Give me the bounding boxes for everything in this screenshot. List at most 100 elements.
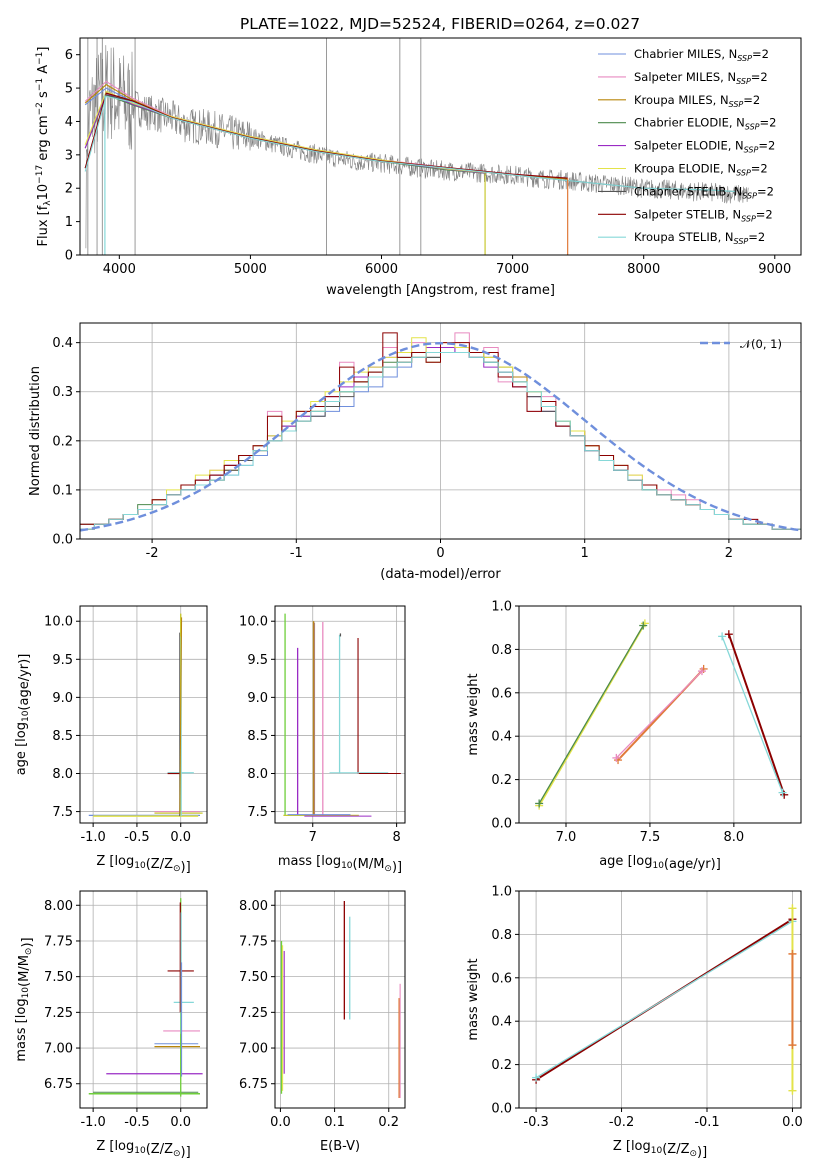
y-tick-label: 6 bbox=[65, 48, 73, 63]
mass_vs_Z-panel: -1.0 -0.5 0.0 6.75 7.00 7.25 7.50 7.75 8.00 Z [lo… bbox=[14, 890, 208, 1160]
x-tick-label: 0.0 bbox=[170, 830, 191, 845]
legend-entry: Kroupa MILES, NSSP=2 bbox=[634, 93, 760, 109]
x-tick-label: 8 bbox=[392, 830, 400, 845]
x-tick-label: 0.2 bbox=[378, 1115, 399, 1130]
x-axis-label: Z [log10(Z/Z⊙)] bbox=[613, 1139, 707, 1160]
x-tick-label: -0.1 bbox=[694, 1115, 719, 1130]
model-line-salpeter-stelib bbox=[84, 92, 568, 179]
x-axis-label: E(B-V) bbox=[320, 1139, 360, 1154]
y-tick-label: 7.5 bbox=[52, 805, 73, 820]
axes-frame bbox=[79, 37, 802, 256]
axes-frame bbox=[518, 605, 802, 824]
y-tick-label: 7.5 bbox=[247, 805, 268, 820]
legend-entry: Salpeter MILES, NSSP=2 bbox=[634, 70, 768, 86]
x-tick-label: 0.1 bbox=[324, 1115, 345, 1130]
x-tick-label: 2 bbox=[725, 546, 733, 561]
y-tick-label: 7.75 bbox=[44, 934, 73, 949]
y-tick-label: 7.50 bbox=[239, 970, 268, 985]
y-tick-label: 10.0 bbox=[44, 615, 73, 630]
x-axis-label: Z [log10(Z/Z⊙)] bbox=[96, 854, 190, 875]
age_vs_mass-panel: 7 8 7.5 8.0 8.5 9.0 9.5 10.0 mass [log10(M/M⊙)] bbox=[239, 605, 406, 875]
legend-entry: Chabrier ELODIE, NSSP=2 bbox=[634, 116, 776, 132]
y-tick-label: 1.0 bbox=[491, 600, 512, 615]
y-tick-label: 7.25 bbox=[44, 1006, 73, 1021]
y-tick-label: 8.00 bbox=[239, 899, 268, 914]
x-tick-label: 1 bbox=[581, 546, 589, 561]
weight-line-kroupa-stelib bbox=[721, 636, 784, 793]
x-tick-label: 4000 bbox=[103, 262, 136, 277]
weight_vs_age-panel: 7.0 7.5 8.0 0.0 0.2 0.4 0.6 0.8 1.0 age [log10(ag… bbox=[466, 600, 802, 872]
legend-entry: 𝒩(0, 1) bbox=[740, 337, 782, 351]
y-tick-label: 5 bbox=[65, 82, 73, 97]
y-axis-label: age [log10(age/yr)] bbox=[14, 654, 32, 776]
axes-frame bbox=[79, 605, 208, 824]
axes-frame bbox=[274, 605, 406, 824]
y-tick-label: 0.4 bbox=[491, 1015, 512, 1030]
y-tick-label: 7.25 bbox=[239, 1006, 268, 1021]
y-tick-label: 0.2 bbox=[491, 1058, 512, 1073]
y-tick-label: 7.00 bbox=[44, 1042, 73, 1057]
y-axis-label: mass [log10(M/M⊙)] bbox=[14, 937, 35, 1061]
axes-frame bbox=[79, 890, 208, 1109]
y-tick-label: 0.8 bbox=[491, 928, 512, 943]
x-axis-label: (data-model)/error bbox=[380, 567, 501, 582]
y-tick-label: 4 bbox=[65, 115, 73, 130]
legend-entry: Chabrier STELIB, NSSP=2 bbox=[634, 184, 774, 200]
x-tick-label: 0.0 bbox=[270, 1115, 291, 1130]
y-tick-label: 3 bbox=[65, 148, 73, 163]
legend-entry: Kroupa ELODIE, NSSP=2 bbox=[634, 162, 768, 178]
x-tick-label: 7000 bbox=[496, 262, 529, 277]
spectrum-plot-area bbox=[84, 38, 749, 255]
x-tick-label: 8.0 bbox=[724, 830, 745, 845]
figure-title: PLATE=1022, MJD=52524, FIBERID=0264, z=0… bbox=[240, 15, 640, 33]
y-tick-label: 1.0 bbox=[491, 885, 512, 900]
x-tick-label: 5000 bbox=[234, 262, 267, 277]
y-tick-label: 7.75 bbox=[239, 934, 268, 949]
y-tick-label: 10.0 bbox=[239, 615, 268, 630]
normal-curve bbox=[79, 341, 802, 532]
axes-frame bbox=[274, 890, 406, 1109]
y-tick-label: 0.6 bbox=[491, 686, 512, 701]
residuals-panel: -2 -1 0 1 2 0.0 0.1 0.2 0.3 0.4 (data-model)/error… bbox=[28, 322, 802, 582]
weight-line-salpeter-stelib bbox=[727, 633, 786, 796]
x-tick-label: -0.5 bbox=[124, 1115, 149, 1130]
spectrum-panel: 4000 5000 6000 7000 8000 9000 0 1 2 3 4 5 6 wavelengt… bbox=[35, 37, 802, 298]
weight-line-salpeter-miles bbox=[615, 670, 703, 759]
x-tick-label: 9000 bbox=[758, 262, 791, 277]
x-tick-label: -0.2 bbox=[609, 1115, 634, 1130]
y-tick-label: 8.0 bbox=[52, 767, 73, 782]
y-axis-label: mass weight bbox=[466, 673, 481, 755]
y-tick-label: 2 bbox=[65, 182, 73, 197]
weight_vs_Z-panel: -0.3 -0.2 -0.1 0.0 0.0 0.2 0.4 0.6 0.8 1.0 Z [log1… bbox=[466, 885, 803, 1161]
y-axis-label: mass weight bbox=[466, 958, 481, 1040]
x-tick-label: 6000 bbox=[365, 262, 398, 277]
y-tick-label: 7.50 bbox=[44, 970, 73, 985]
axes-frame bbox=[518, 890, 802, 1109]
error-bar bbox=[179, 617, 183, 814]
x-tick-label: -1.0 bbox=[80, 830, 105, 845]
x-tick-label: 0.0 bbox=[170, 1115, 191, 1130]
weight-line-kroupa-stelib bbox=[535, 920, 793, 1079]
y-tick-label: 0.2 bbox=[491, 773, 512, 788]
age_vs_Z-panel: -1.0 -0.5 0.0 7.5 8.0 8.5 9.0 9.5 10.0 Z [log10(Z… bbox=[14, 605, 208, 875]
y-tick-label: 8.5 bbox=[247, 729, 268, 744]
y-tick-label: 6.75 bbox=[44, 1077, 73, 1092]
y-axis-label: Flux [fλ10−17 erg cm−2 s−1 A−1] bbox=[35, 47, 53, 247]
x-tick-label: 0 bbox=[436, 546, 444, 561]
y-axis-label: Normed distribution bbox=[28, 366, 43, 496]
y-tick-label: 8.5 bbox=[52, 729, 73, 744]
x-axis-label: age [log10(age/yr)] bbox=[599, 854, 721, 872]
mass_vs_ebv-panel: 0.0 0.1 0.2 6.75 7.00 7.25 7.50 7.75 8.00 E(B-V) bbox=[239, 890, 406, 1154]
legend-entry: Kroupa STELIB, NSSP=2 bbox=[634, 230, 765, 246]
x-tick-label: -1.0 bbox=[80, 1115, 105, 1130]
y-tick-label: 8.0 bbox=[247, 767, 268, 782]
legend-entry: Salpeter ELODIE, NSSP=2 bbox=[634, 139, 775, 155]
spectrum-legend: Chabrier MILES, NSSP=2 Salpeter MILES, NS… bbox=[598, 47, 776, 246]
y-tick-label: 0.4 bbox=[491, 730, 512, 745]
x-tick-label: 0.0 bbox=[782, 1115, 803, 1130]
model-line-kroupa-stelib bbox=[84, 95, 736, 193]
y-tick-label: 8.00 bbox=[44, 899, 73, 914]
x-tick-label: -0.5 bbox=[124, 830, 149, 845]
y-tick-label: 6.75 bbox=[239, 1077, 268, 1092]
